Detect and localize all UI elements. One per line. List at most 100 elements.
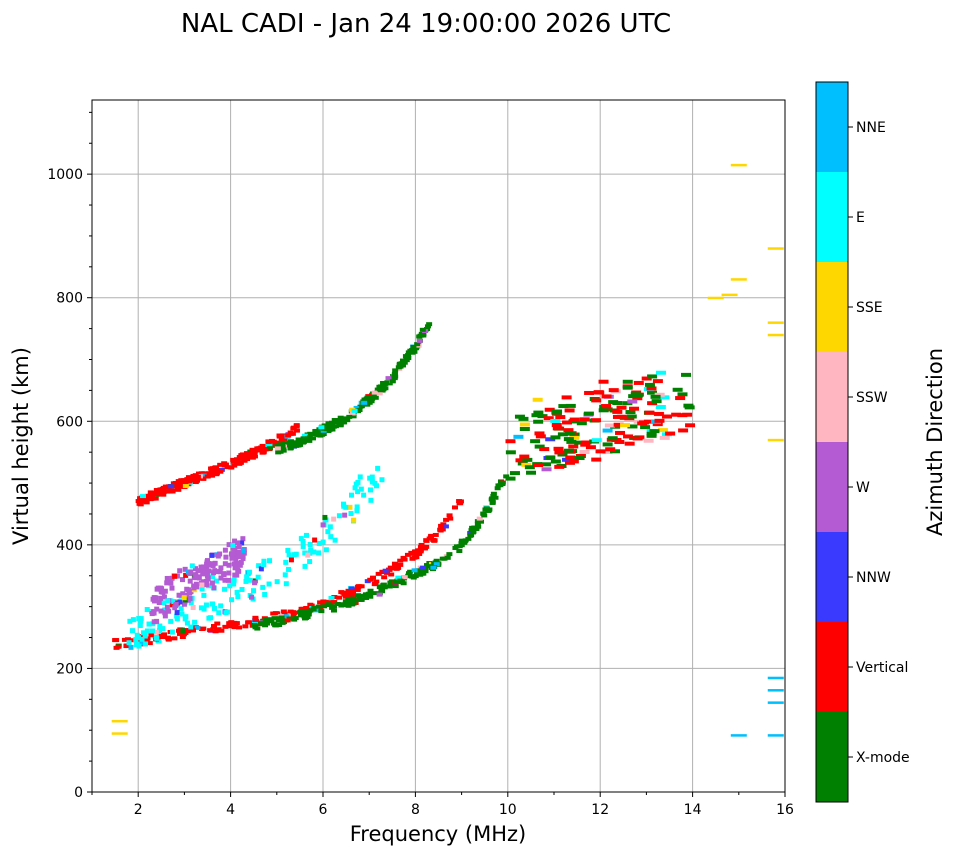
echo-mark bbox=[465, 536, 472, 541]
echo-mark bbox=[605, 447, 616, 452]
echo-mark bbox=[574, 440, 585, 445]
echo-mark bbox=[721, 293, 738, 297]
echo-mark bbox=[539, 447, 550, 452]
echo-mark bbox=[125, 643, 132, 648]
echo-mark bbox=[404, 552, 411, 557]
echo-mark bbox=[444, 555, 451, 560]
echo-mark bbox=[602, 442, 613, 447]
echo-mark bbox=[130, 628, 136, 634]
echo-mark bbox=[361, 400, 368, 405]
echo-mark bbox=[209, 552, 215, 558]
echo-mark bbox=[566, 439, 577, 444]
echo-mark bbox=[322, 514, 328, 520]
echo-mark bbox=[410, 575, 417, 580]
echo-mark bbox=[230, 551, 236, 557]
echo-mark bbox=[192, 619, 198, 625]
echo-mark bbox=[534, 444, 545, 449]
echo-mark bbox=[235, 594, 241, 600]
echo-mark bbox=[569, 417, 580, 422]
y-tick-label: 400 bbox=[56, 538, 83, 554]
echo-mark bbox=[304, 436, 311, 441]
echo-mark bbox=[632, 436, 643, 441]
echo-mark bbox=[371, 581, 378, 586]
echo-mark bbox=[140, 630, 146, 636]
echo-mark bbox=[179, 635, 186, 640]
echo-mark bbox=[607, 436, 618, 441]
echo-mark bbox=[211, 585, 217, 591]
echo-mark bbox=[330, 600, 337, 605]
echo-mark bbox=[364, 395, 371, 400]
echo-mark bbox=[357, 474, 363, 480]
echo-mark bbox=[168, 618, 174, 624]
echo-mark bbox=[391, 371, 398, 376]
echo-mark bbox=[730, 163, 747, 167]
echo-mark bbox=[280, 609, 287, 614]
echo-mark bbox=[580, 442, 591, 447]
echo-mark bbox=[276, 616, 283, 621]
echo-mark bbox=[230, 542, 236, 548]
echo-mark bbox=[160, 492, 167, 497]
echo-mark bbox=[224, 465, 231, 470]
echo-mark bbox=[230, 457, 237, 462]
echo-mark bbox=[422, 569, 429, 574]
echo-mark bbox=[162, 607, 168, 613]
echo-mark bbox=[231, 581, 237, 587]
echo-mark bbox=[373, 579, 380, 584]
echo-mark bbox=[307, 541, 313, 547]
echo-mark bbox=[229, 597, 235, 603]
echo-mark bbox=[156, 600, 162, 606]
echo-mark bbox=[646, 386, 657, 391]
echo-mark bbox=[533, 463, 544, 468]
echo-mark bbox=[175, 479, 182, 484]
echo-mark bbox=[343, 504, 349, 510]
echo-mark bbox=[139, 494, 146, 499]
echo-mark bbox=[164, 580, 170, 586]
echo-mark bbox=[345, 603, 352, 608]
echo-mark bbox=[188, 624, 194, 630]
echo-mark bbox=[178, 606, 184, 612]
echo-mark bbox=[457, 501, 464, 506]
echo-mark bbox=[432, 532, 439, 537]
echo-mark bbox=[244, 574, 250, 580]
echo-mark bbox=[681, 372, 692, 377]
echo-mark bbox=[284, 618, 291, 623]
echo-mark bbox=[181, 601, 187, 607]
echo-mark bbox=[260, 584, 266, 590]
plot-area bbox=[92, 100, 785, 792]
echo-mark bbox=[431, 538, 438, 543]
echo-mark bbox=[350, 414, 357, 419]
echo-mark bbox=[372, 395, 379, 400]
echo-mark bbox=[338, 603, 345, 608]
echo-mark bbox=[211, 605, 217, 611]
echo-mark bbox=[368, 399, 375, 404]
echo-mark bbox=[252, 580, 258, 586]
echo-mark bbox=[160, 632, 167, 637]
echo-mark bbox=[213, 578, 219, 584]
echo-mark bbox=[154, 491, 161, 496]
echo-mark bbox=[420, 565, 427, 570]
echo-mark bbox=[475, 524, 482, 529]
echo-mark bbox=[210, 624, 217, 629]
echo-mark bbox=[377, 388, 384, 393]
echo-mark bbox=[332, 420, 339, 425]
echo-mark bbox=[646, 433, 657, 438]
echo-mark bbox=[296, 610, 303, 615]
echo-mark bbox=[470, 529, 477, 534]
data-marks bbox=[111, 163, 784, 737]
echo-mark bbox=[213, 465, 220, 470]
echo-mark bbox=[382, 568, 389, 573]
echo-mark bbox=[236, 549, 242, 555]
echo-mark bbox=[403, 355, 410, 360]
echo-mark bbox=[175, 482, 182, 487]
echo-mark bbox=[174, 610, 180, 616]
echo-mark bbox=[146, 621, 152, 627]
echo-mark bbox=[182, 630, 189, 635]
echo-mark bbox=[306, 438, 313, 443]
echo-mark bbox=[380, 582, 387, 587]
echo-mark bbox=[239, 586, 245, 592]
echo-mark bbox=[307, 559, 313, 565]
echo-mark bbox=[423, 544, 430, 549]
echo-mark bbox=[262, 619, 269, 624]
echo-mark bbox=[420, 571, 427, 576]
echo-mark bbox=[282, 572, 288, 578]
